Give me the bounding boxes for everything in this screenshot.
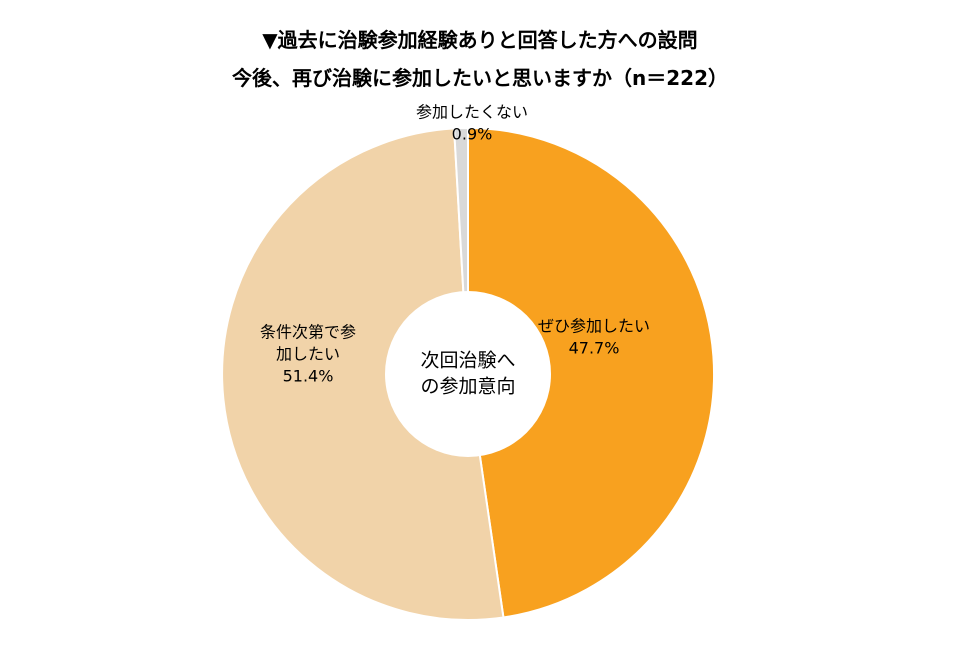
slice-category-label: ぜひ参加したい — [538, 317, 650, 336]
donut-hole — [385, 291, 551, 457]
slice-value-label: 51.4% — [283, 367, 334, 386]
slice-value-label: 0.9% — [452, 125, 493, 144]
chart-title-line-1: ▼過去に治験参加経験ありと回答した方への設問 — [262, 28, 698, 52]
donut-center-label: の参加意向 — [420, 376, 515, 398]
donut-center-label: 次回治験へ — [420, 350, 515, 372]
slice-category-label: 条件次第で参 — [260, 323, 356, 342]
slice-category-label: 参加したくない — [416, 103, 528, 122]
pie-slice — [221, 127, 505, 621]
pie-slice — [467, 126, 716, 619]
slice-value-label: 47.7% — [569, 339, 620, 358]
chart-title-line-2: 今後、再び治験に参加したいと思いますか（n＝222） — [232, 66, 728, 90]
slice-category-label: 加したい — [276, 345, 340, 364]
